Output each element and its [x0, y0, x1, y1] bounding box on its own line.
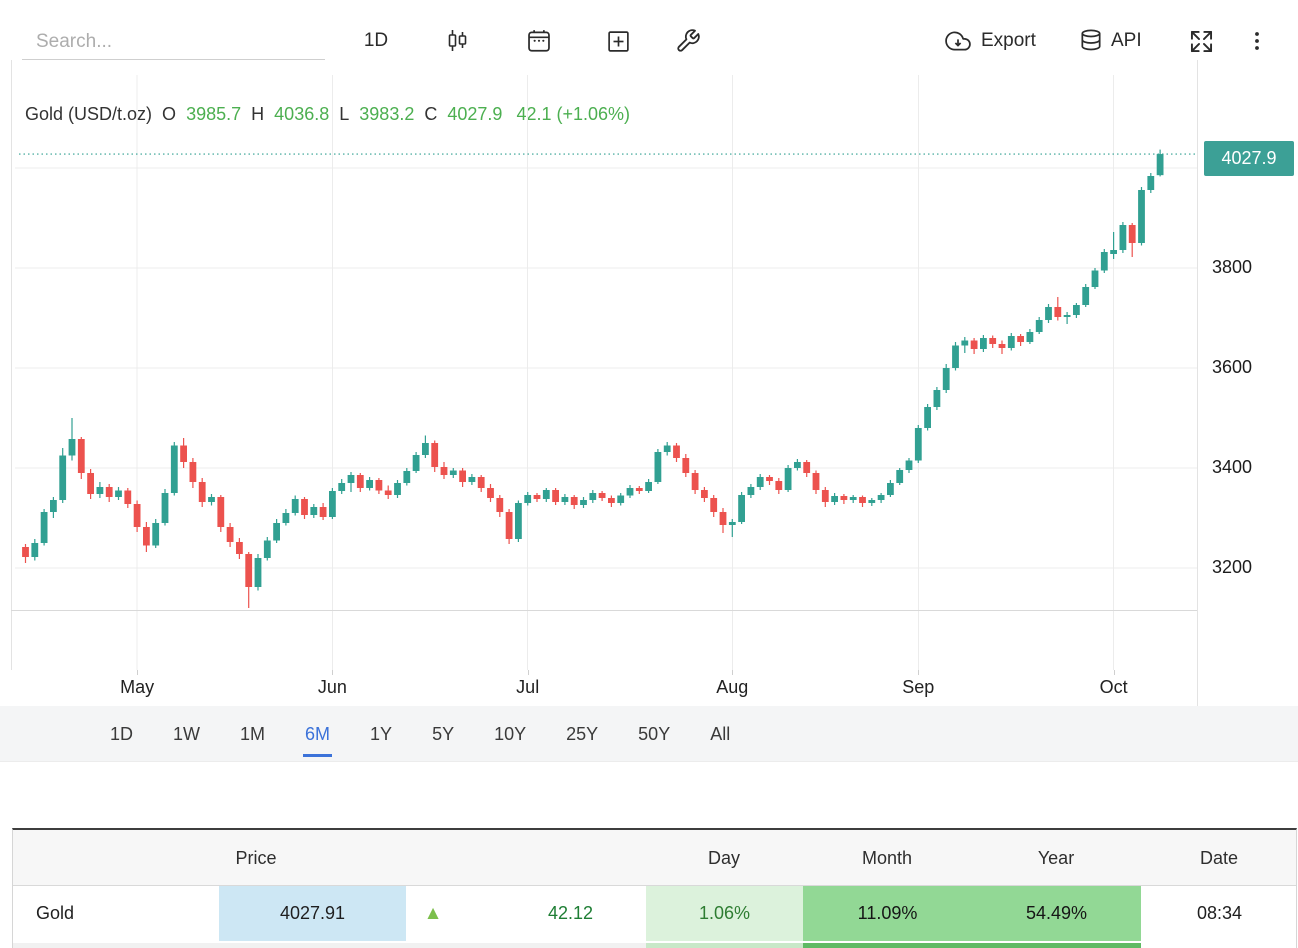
close-value: 4027.9 — [447, 104, 503, 124]
partial-cell — [803, 943, 1141, 948]
close-label: C — [424, 104, 438, 124]
y-axis: 4027.9 3800 3600 3400 3200 — [1197, 60, 1298, 706]
x-axis-tick — [1113, 670, 1115, 675]
calendar-icon — [528, 30, 550, 52]
y-axis-tick-label: 3600 — [1212, 357, 1253, 377]
cloud-download-icon — [945, 31, 971, 51]
search-input[interactable] — [22, 24, 325, 60]
col-header-month: Month — [861, 847, 913, 868]
x-axis-tick — [918, 670, 920, 675]
range-button-5y[interactable]: 5Y — [432, 724, 455, 744]
x-axis-month-label: May — [120, 677, 155, 697]
x-axis-tick — [527, 670, 529, 675]
range-button-1d[interactable]: 1D — [110, 724, 134, 744]
x-axis-month-label: Oct — [1099, 677, 1128, 697]
partial-cell — [646, 943, 803, 948]
day-percent-cell: 1.06% — [646, 886, 803, 941]
high-label: H — [251, 104, 265, 124]
x-axis-month-label: Jun — [317, 677, 347, 697]
plus-square-icon — [607, 30, 629, 52]
high-value: 4036.8 — [274, 104, 330, 124]
tools-button[interactable] — [673, 24, 703, 58]
next-row-partial — [13, 943, 1296, 948]
fullscreen-icon — [1190, 30, 1212, 52]
y-axis-tick-label: 3200 — [1212, 557, 1253, 577]
range-button-all[interactable]: All — [710, 724, 731, 744]
change-value: 42.1 (+1.06%) — [516, 104, 631, 124]
instrument-link[interactable]: Gold — [36, 903, 75, 923]
export-button[interactable]: Export — [942, 24, 1036, 58]
up-triangle-icon: ▲ — [423, 902, 443, 924]
table-row: Gold 4027.91 ▲ 42.12 1.06% 11.09% 54.49%… — [13, 886, 1296, 941]
x-axis-tick — [137, 670, 139, 675]
x-axis-tick — [732, 670, 734, 675]
interval-selector[interactable]: 1D — [358, 24, 394, 58]
interval-label: 1D — [363, 30, 389, 51]
calendar-button[interactable] — [524, 24, 554, 58]
add-indicator-button[interactable] — [604, 24, 632, 58]
api-button[interactable]: API — [1078, 24, 1142, 58]
fullscreen-button[interactable] — [1186, 24, 1216, 58]
more-menu-button[interactable] — [1246, 24, 1268, 58]
x-axis-month-label: Aug — [716, 677, 749, 697]
last-price-badge: 4027.9 — [1204, 141, 1294, 176]
x-axis-month-label: Jul — [516, 677, 540, 697]
partial-cell — [13, 943, 646, 948]
price-cell: 4027.91 — [219, 886, 406, 941]
kebab-menu-icon — [1255, 32, 1259, 50]
range-button-1y[interactable]: 1Y — [370, 724, 393, 744]
date-cell: 08:34 — [1196, 903, 1243, 923]
candlestick-icon — [448, 30, 467, 51]
candlestick-plot[interactable] — [15, 75, 1197, 670]
chart-panel: Gold (USD/t.oz) O 3985.7 H 4036.8 L 3983… — [0, 60, 1298, 670]
chart-type-button[interactable] — [443, 24, 471, 58]
export-label: Export — [981, 30, 1036, 51]
col-header-day: Day — [707, 847, 741, 868]
chart-legend: Gold (USD/t.oz) O 3985.7 H 4036.8 L 3983… — [25, 104, 635, 125]
year-percent-cell: 54.49% — [972, 886, 1141, 941]
x-axis-month-label: Sep — [902, 677, 935, 697]
symbol-label: Gold (USD/t.oz) — [25, 104, 153, 124]
y-axis-tick-label: 3800 — [1212, 257, 1253, 277]
range-button-50y[interactable]: 50Y — [638, 724, 671, 744]
panel-border — [11, 60, 12, 670]
range-button-6m[interactable]: 6M — [303, 710, 333, 757]
database-icon — [1081, 29, 1101, 51]
x-axis-tick — [332, 670, 334, 675]
range-button-1m[interactable]: 1M — [240, 724, 266, 744]
api-label: API — [1111, 30, 1142, 51]
y-axis-tick-label: 3400 — [1212, 457, 1253, 477]
change-cell: 42.12 — [547, 903, 593, 923]
range-button-10y[interactable]: 10Y — [494, 724, 527, 744]
open-label: O — [162, 104, 177, 124]
col-header-year: Year — [1037, 847, 1075, 868]
quotes-table: Price Day Month Year Date Gold 4027.91 ▲… — [12, 828, 1297, 948]
range-button-1w[interactable]: 1W — [173, 724, 201, 744]
low-value: 3983.2 — [359, 104, 415, 124]
low-label: L — [339, 104, 350, 124]
range-selector: 1D 1W 1M 6M 1Y 5Y 10Y 25Y 50Y All — [0, 706, 1298, 762]
open-value: 3985.7 — [186, 104, 242, 124]
range-button-25y[interactable]: 25Y — [566, 724, 599, 744]
month-percent-cell: 11.09% — [803, 886, 972, 941]
wrench-icon — [677, 29, 700, 52]
x-axis: May Jun Jul Aug Sep Oct — [0, 670, 1197, 706]
x-axis-line — [11, 610, 1197, 611]
col-header-date: Date — [1199, 847, 1239, 868]
table-header-row: Price Day Month Year Date — [13, 830, 1296, 886]
col-header-price: Price — [235, 847, 277, 868]
